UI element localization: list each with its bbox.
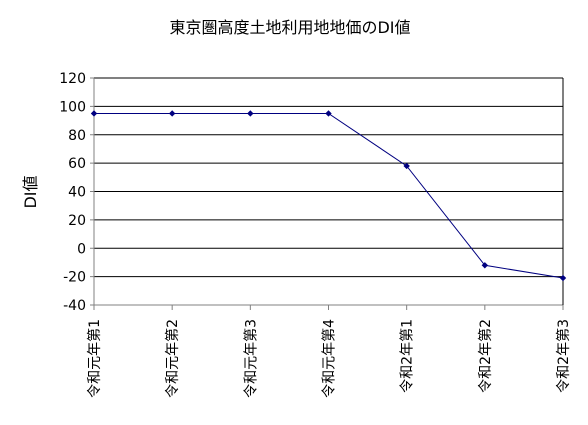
chart-title: 東京圏高度土地利用地地価のDI値 [169,18,410,37]
data-point [247,110,254,117]
y-tick-label: -40 [63,298,86,314]
data-point [90,110,98,117]
data-point [168,110,176,117]
x-tick-label: 令和2年第1 [399,319,416,393]
series-line [94,112,564,279]
x-tick-label: 令和元年第1 [86,319,103,398]
series-layer [90,110,567,282]
y-axis-title: DI値 [21,175,40,208]
y-tick-label: 80 [68,128,86,144]
x-tick-label: 令和元年第4 [321,319,338,398]
x-tick-label: 令和2年第2 [477,319,494,393]
y-tick-labels: -40 -20 0 20 40 60 80 100 120 [59,71,86,314]
x-tick-label: 令和元年第3 [242,319,259,398]
data-point [325,110,332,117]
x-tick-label: 令和2年第3 [555,319,572,393]
data-point [481,262,489,269]
y-tick-label: 0 [77,241,86,257]
y-tick-label: 60 [68,156,86,172]
y-tick-label: 100 [59,99,86,115]
data-point [403,162,410,170]
x-tick-label: 令和元年第2 [164,319,181,398]
y-tick-label: 20 [68,213,86,229]
y-tick-label: 120 [59,71,86,87]
grid-layer [94,77,563,306]
data-point [559,274,567,282]
x-tick-labels: 令和元年第1 令和元年第2 令和元年第3 令和元年第4 令和2年第1 令和2年第2 令和2年… [86,319,572,398]
y-tick-label: -20 [63,270,86,286]
y-tick-label: 40 [68,185,86,201]
